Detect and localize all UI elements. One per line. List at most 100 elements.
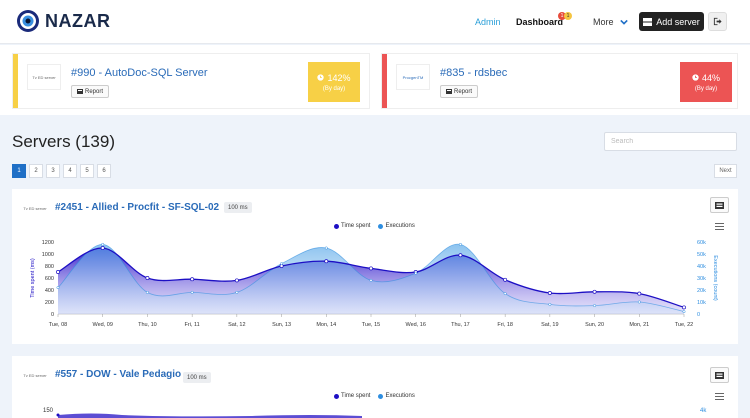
logout-icon	[713, 17, 722, 26]
y-tick-label: 4k	[700, 408, 707, 414]
server-thumbnail: Tv ED server	[23, 372, 47, 378]
report-button[interactable]	[710, 367, 729, 383]
add-server-button[interactable]: Add server	[639, 12, 704, 31]
executions-point	[593, 304, 597, 308]
time-spent-point	[458, 253, 463, 258]
nav-admin-link[interactable]: Admin	[475, 17, 501, 27]
executions-point	[548, 302, 552, 306]
time-spent-point	[234, 278, 239, 283]
alerts-panel: Tv ED server #990 - AutoDoc-SQL Server R…	[0, 45, 750, 115]
clock-icon	[692, 74, 699, 81]
x-tick-label: Tue, 15	[362, 322, 380, 328]
area-peak	[58, 413, 362, 418]
alert-title[interactable]: #990 - AutoDoc-SQL Server	[71, 67, 208, 79]
add-server-label: Add server	[656, 16, 700, 27]
executions-point	[458, 242, 462, 246]
alert-card[interactable]: Tv ED server #990 - AutoDoc-SQL Server R…	[12, 53, 370, 109]
legend-item[interactable]: Executions	[378, 393, 415, 399]
clock-icon	[317, 74, 325, 81]
executions-point	[145, 290, 149, 294]
y-tick-label-right: 0	[697, 312, 700, 318]
alert-stripe	[13, 54, 18, 108]
x-tick-label: Fri, 18	[497, 322, 513, 328]
y-tick-label-left: 600	[45, 276, 54, 282]
server-card: Tv ED server #557 - DOW - Vale Pedagio 1…	[12, 356, 738, 418]
search-input[interactable]	[604, 132, 737, 151]
executions-point	[280, 262, 284, 266]
chart-legend: Time spent Executions	[334, 393, 415, 399]
x-tick-label: Sun, 20	[585, 322, 604, 328]
chart-menu-icon[interactable]	[715, 393, 724, 400]
executions-point	[369, 278, 373, 282]
legend-dot	[378, 393, 384, 399]
report-icon	[76, 89, 83, 94]
server-thumbnail: ProcgenTM	[396, 64, 430, 90]
legend-item[interactable]: Time spent	[334, 393, 370, 399]
legend-item[interactable]: Executions	[378, 223, 415, 229]
y-tick-label: 150	[43, 408, 54, 414]
alert-title[interactable]: #835 - rdsbec	[440, 67, 508, 79]
x-tick-label: Thu, 10	[138, 322, 157, 328]
legend-label: Time spent	[341, 223, 371, 229]
time-series-chart-partial	[56, 413, 362, 418]
y-tick-label-left: 400	[45, 288, 54, 294]
y-tick-label-right: 60k	[697, 240, 706, 246]
report-icon	[715, 371, 724, 379]
page-button[interactable]: 4	[63, 164, 77, 178]
data-point	[56, 413, 60, 417]
report-icon	[715, 201, 724, 209]
x-tick-label: Wed, 16	[406, 322, 426, 328]
time-spent-point	[682, 305, 686, 310]
chart-legend: Time spent Executions	[334, 223, 415, 229]
executions-point	[190, 290, 194, 294]
report-button[interactable]: Report	[71, 85, 109, 98]
report-button[interactable]: Report	[440, 85, 478, 98]
page-button[interactable]: 5	[80, 164, 94, 178]
executions-point	[56, 286, 60, 290]
legend-label: Executions	[385, 393, 415, 399]
nazar-eye-icon	[17, 10, 39, 32]
x-tick-label: Sun, 13	[272, 322, 291, 328]
nav-dashboard-link[interactable]: Dashboard	[516, 17, 564, 27]
report-button[interactable]	[710, 197, 729, 213]
time-spent-point	[637, 291, 642, 296]
executions-point	[682, 310, 686, 314]
server-name[interactable]: #557 - DOW - Vale Pedagio	[55, 369, 182, 380]
page-button[interactable]: 6	[97, 164, 111, 178]
alert-stripe	[382, 54, 387, 108]
executions-point	[637, 300, 641, 304]
brand-logo[interactable]: NAZAR	[16, 9, 111, 33]
x-tick-label: Mon, 21	[629, 322, 649, 328]
legend-item[interactable]: Time spent	[334, 223, 370, 229]
report-label: Report	[84, 88, 103, 95]
pagination: 1 2 3 4 5 6	[12, 164, 111, 178]
server-card: Tv ED server #2451 - Allied - Procfit - …	[12, 189, 738, 344]
chart-menu-icon[interactable]	[715, 223, 724, 230]
alert-card[interactable]: ProcgenTM #835 - rdsbec Report 44% (By d…	[381, 53, 738, 109]
legend-dot	[378, 223, 384, 229]
page-title: Servers (139)	[12, 132, 115, 151]
server-name[interactable]: #2451 - Allied - Procfit - SF-SQL-02	[55, 202, 220, 213]
latency-badge: 100 ms	[183, 372, 211, 383]
time-spent-point	[100, 246, 105, 250]
y-tick-label-left: 1000	[42, 252, 54, 258]
server-thumbnail: Tv ED server	[23, 205, 47, 211]
executions-point	[324, 246, 328, 250]
legend-label: Executions	[385, 223, 415, 229]
page-button[interactable]: 3	[46, 164, 60, 178]
page-button[interactable]: 1	[12, 164, 26, 178]
executions-point	[503, 292, 507, 296]
next-page-button[interactable]: Next	[714, 164, 737, 178]
x-tick-label: Sat, 12	[228, 322, 245, 328]
nav-more-dropdown[interactable]: More	[593, 17, 628, 27]
legend-dot	[334, 223, 339, 229]
page-button[interactable]: 2	[29, 164, 43, 178]
time-series-chart: 0 200 400 600 800 1000 1200 0 10k 20k 30k 40k 50k 60k…	[30, 240, 718, 328]
time-spent-point	[503, 277, 508, 282]
executions-point	[414, 271, 418, 275]
logout-button[interactable]	[708, 12, 727, 31]
y-tick-label-right: 10k	[697, 300, 706, 306]
time-spent-point	[592, 289, 597, 294]
y-tick-label-right: 40k	[697, 264, 706, 270]
x-tick-label: Thu, 17	[451, 322, 470, 328]
